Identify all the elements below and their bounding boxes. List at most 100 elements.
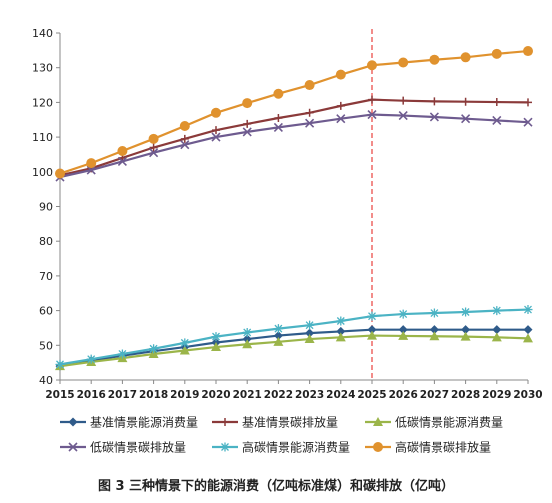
y-tick-label: 70 — [39, 270, 53, 283]
x-tick-label: 2015 — [45, 389, 74, 401]
data-point — [149, 143, 158, 152]
data-point — [398, 330, 409, 340]
data-point — [461, 307, 471, 317]
data-point — [336, 114, 346, 124]
data-point — [242, 127, 252, 137]
data-point — [273, 88, 284, 99]
data-point — [274, 114, 283, 123]
data-point — [336, 316, 346, 326]
x-tick-label: 2028 — [451, 389, 480, 401]
data-point — [148, 348, 159, 358]
data-point — [242, 339, 253, 349]
data-point — [399, 96, 408, 105]
data-point — [212, 126, 220, 135]
data-point — [305, 118, 315, 128]
series-2 — [56, 95, 532, 180]
data-point — [273, 336, 284, 346]
data-point — [86, 354, 96, 364]
y-tick-label: 80 — [39, 235, 53, 248]
data-point — [367, 325, 377, 335]
data-point — [523, 325, 533, 335]
data-point — [242, 98, 253, 109]
data-point — [243, 119, 252, 128]
data-point — [211, 342, 221, 352]
data-point — [305, 108, 314, 117]
legend-label: 低碳情景碳排放量 — [90, 440, 186, 455]
data-point — [492, 98, 501, 107]
data-point — [429, 54, 440, 65]
data-point — [460, 331, 471, 341]
chart-caption: 图 3 三种情景下的能源消费（亿吨标准煤）和碳排放（亿吨） — [98, 478, 454, 494]
data-point — [273, 331, 283, 341]
series-line — [59, 334, 529, 368]
y-tick-label: 50 — [39, 339, 53, 352]
x-tick-label: 2019 — [170, 389, 199, 401]
data-point — [117, 349, 127, 359]
data-point — [523, 46, 533, 57]
data-point — [367, 109, 377, 120]
x-tick-label: 2030 — [513, 389, 542, 401]
x-tick-label: 2027 — [420, 389, 449, 401]
series-line — [59, 98, 529, 177]
x-tick-label: 2023 — [295, 389, 324, 401]
data-point — [305, 328, 315, 338]
data-point — [86, 158, 97, 169]
x-tick-label: 2022 — [264, 389, 293, 401]
data-point — [523, 305, 533, 315]
y-tick-label: 100 — [32, 166, 53, 179]
data-point — [242, 334, 252, 344]
data-point — [367, 60, 377, 71]
x-tick-label: 2024 — [326, 389, 355, 401]
data-point — [398, 57, 409, 68]
series-line — [59, 328, 528, 368]
data-point — [491, 48, 502, 59]
data-point — [429, 308, 439, 318]
y-tick-label: 140 — [32, 27, 53, 40]
data-point — [492, 306, 502, 316]
legend-item: 基准情景碳排放量 — [212, 415, 338, 430]
legend-label: 基准情景能源消费量 — [90, 416, 198, 430]
legend-marker — [373, 417, 383, 426]
data-point — [460, 52, 471, 63]
x-tick-label: 2029 — [482, 389, 511, 401]
x-tick-label: 2020 — [201, 389, 230, 401]
data-point — [149, 344, 159, 354]
data-point — [492, 115, 502, 126]
data-point — [55, 359, 65, 369]
data-point — [117, 156, 127, 166]
legend-item: 高碳情景能源消费量 — [212, 440, 350, 455]
data-point — [492, 325, 502, 335]
legend-label: 高碳情景碳排放量 — [395, 440, 491, 455]
legend-label: 低碳情景能源消费量 — [395, 416, 503, 430]
data-point — [523, 333, 533, 343]
data-point — [335, 332, 346, 342]
data-point — [430, 97, 439, 106]
legend-item: 高碳情景碳排放量 — [365, 440, 491, 455]
data-point — [273, 324, 283, 334]
data-point — [149, 148, 159, 158]
y-tick-label: 60 — [39, 305, 53, 318]
series-line — [59, 49, 529, 175]
x-tick-label: 2026 — [389, 389, 418, 401]
data-point — [117, 145, 128, 156]
legend-marker — [373, 442, 383, 452]
data-point — [367, 330, 377, 340]
y-tick-label: 120 — [32, 96, 53, 109]
data-point — [429, 331, 440, 341]
data-point — [180, 134, 189, 143]
legend-marker — [68, 442, 78, 452]
legend-item: 低碳情景能源消费量 — [365, 416, 503, 430]
data-point — [398, 309, 408, 319]
legend-marker — [68, 417, 78, 427]
data-point — [242, 327, 252, 337]
y-tick-label: 130 — [32, 62, 53, 75]
x-tick-label: 2025 — [357, 389, 386, 401]
legend-item: 基准情景能源消费量 — [60, 416, 198, 430]
legend-item: 低碳情景碳排放量 — [60, 440, 186, 455]
x-tick-label: 2017 — [108, 389, 137, 401]
data-point — [304, 334, 315, 344]
data-point — [211, 107, 221, 118]
data-point — [336, 326, 346, 336]
